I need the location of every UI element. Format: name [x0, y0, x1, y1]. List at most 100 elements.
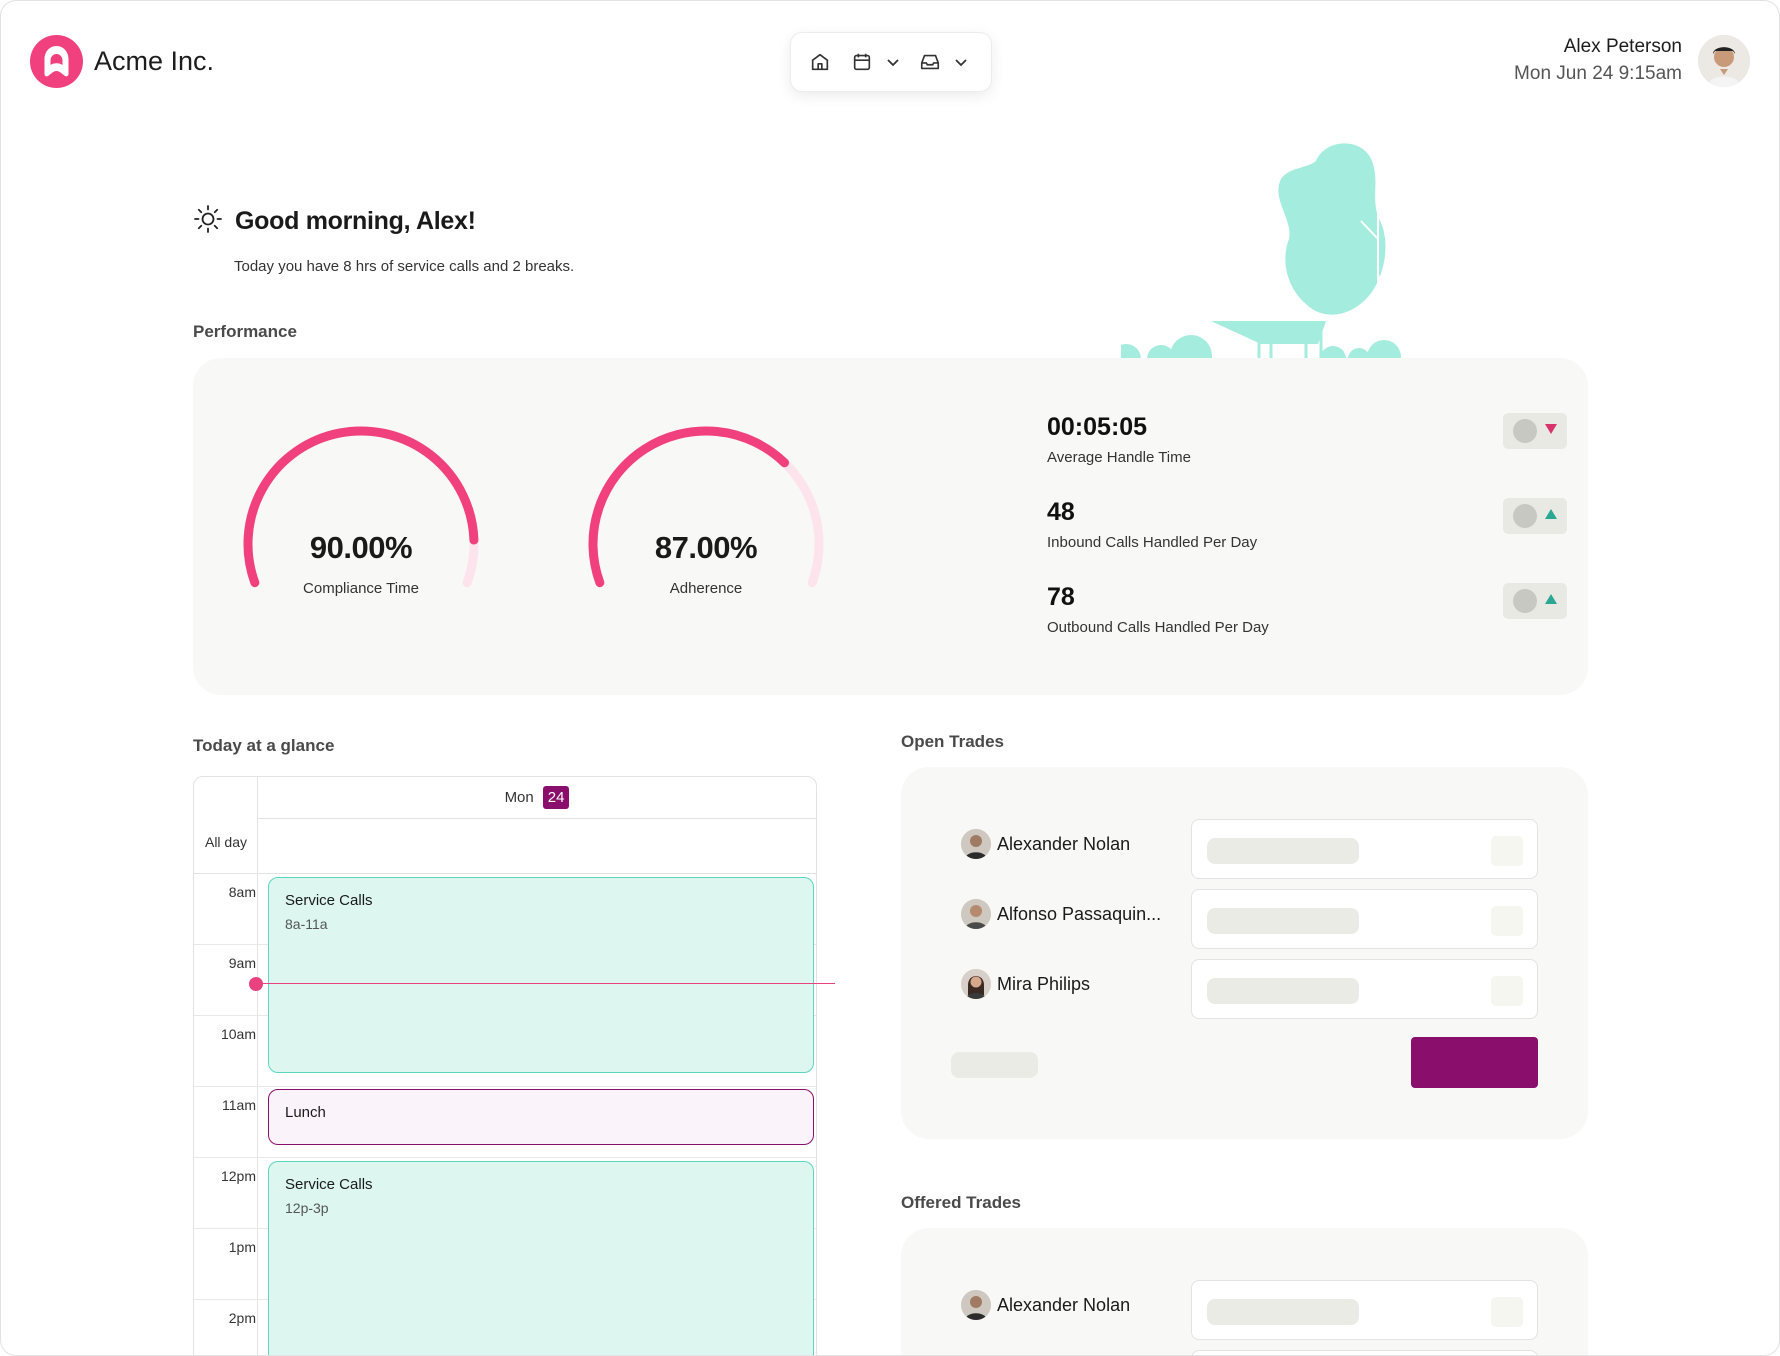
trade-action-chip[interactable]: [1491, 1297, 1523, 1327]
trend-down-icon: [1544, 422, 1558, 440]
avatar: [961, 899, 991, 929]
metric-value: 78: [1047, 583, 1075, 611]
compliance-gauge: 90.00% Compliance Time: [236, 426, 486, 616]
trade-row: Alexander Nolan: [961, 1280, 1538, 1340]
day-number-badge: 24: [542, 786, 570, 809]
primary-action-button[interactable]: [1411, 1037, 1538, 1088]
trend-dot: [1513, 504, 1537, 528]
trade-person-name: Alfonso Passaquin...: [997, 903, 1162, 924]
brand-name: Acme Inc.: [94, 46, 215, 76]
current-time-indicator: [249, 977, 263, 991]
event-title: Service Calls: [285, 1176, 373, 1193]
all-day-row[interactable]: All day: [194, 819, 816, 874]
home-icon[interactable]: [809, 48, 831, 76]
trade-person-name: Alexander Nolan: [997, 833, 1131, 854]
trend-toggle[interactable]: [1503, 413, 1567, 449]
gauge-progress: [243, 426, 479, 588]
calendar-event[interactable]: Lunch: [268, 1089, 814, 1145]
trade-person-name: Mira Philips: [997, 973, 1091, 994]
open-trades-card: Alexander Nolan Alfonso Passaquin... Mir…: [901, 767, 1588, 1139]
trade-action-chip[interactable]: [1491, 976, 1523, 1006]
garden-illustration: [1111, 139, 1461, 377]
chevron-down-icon[interactable]: [885, 48, 901, 76]
event-time: 8a-11a: [285, 916, 328, 932]
greeting: Good morning, Alex!: [193, 204, 476, 239]
hour-row[interactable]: 11am: [194, 1087, 816, 1158]
adherence-value: 87.00%: [654, 530, 758, 565]
event-title: Lunch: [285, 1104, 326, 1121]
day-calendar: Mon 24 All day 8am 9am 10am 11am 12pm 1p…: [193, 776, 817, 1355]
avatar: [961, 829, 991, 859]
metric-label: Inbound Calls Handled Per Day: [1047, 534, 1258, 551]
chevron-down-icon[interactable]: [953, 48, 969, 76]
trend-up-icon: [1544, 507, 1558, 525]
adherence-gauge: 87.00% Adherence: [581, 426, 831, 616]
brand-logo-icon: [30, 35, 83, 88]
offered-trades-title: Offered Trades: [901, 1193, 1021, 1212]
open-trades-title: Open Trades: [901, 732, 1004, 751]
current-datetime: Mon Jun 24 9:15am: [1514, 63, 1682, 84]
inbox-icon[interactable]: [919, 48, 941, 76]
user-name: Alex Peterson: [1563, 36, 1682, 57]
avatar: [961, 1290, 991, 1320]
hour-label: 12pm: [220, 1168, 256, 1184]
sun-icon: [193, 204, 223, 239]
trade-selector[interactable]: [1191, 889, 1538, 949]
metric-inbound-calls: 48 Inbound Calls Handled Per Day: [1047, 496, 1567, 551]
trend-toggle[interactable]: [1503, 583, 1567, 619]
metric-label: Average Handle Time: [1047, 449, 1191, 466]
avatar: [961, 969, 991, 999]
hour-row[interactable]: 10am: [194, 1016, 816, 1087]
trend-toggle[interactable]: [1503, 498, 1567, 534]
adherence-label: Adherence: [669, 580, 743, 597]
metric-value: 48: [1047, 498, 1075, 526]
avatar[interactable]: [1698, 35, 1750, 87]
hour-label: 8am: [228, 884, 256, 900]
metric-label: Outbound Calls Handled Per Day: [1047, 619, 1269, 636]
calendar-day-header[interactable]: Mon 24: [258, 777, 816, 819]
trade-selector[interactable]: [1191, 959, 1538, 1019]
hour-label: 2pm: [228, 1310, 256, 1326]
compliance-label: Compliance Time: [303, 580, 419, 597]
hour-label: 9am: [228, 955, 256, 971]
metric-value: 00:05:05: [1047, 413, 1148, 441]
trade-placeholder: [1207, 838, 1359, 864]
hour-label: 10am: [220, 1026, 256, 1042]
hour-row[interactable]: 2pm: [194, 1300, 816, 1355]
all-day-label: All day: [204, 834, 248, 850]
trade-placeholder: [1207, 978, 1359, 1004]
greeting-title: Good morning, Alex!: [235, 207, 476, 235]
event-title: Service Calls: [285, 892, 373, 909]
top-navigation: [790, 32, 992, 92]
trade-person-name: Alexander Nolan: [997, 1294, 1131, 1315]
offered-trades-card: Alexander Nolan: [901, 1228, 1588, 1355]
performance-title: Performance: [193, 322, 297, 341]
trade-row: [961, 1350, 1538, 1355]
trade-placeholder: [1207, 908, 1359, 934]
trade-placeholder: [1207, 1299, 1359, 1325]
trade-action-chip[interactable]: [1491, 906, 1523, 936]
brand[interactable]: Acme Inc.: [30, 35, 214, 88]
secondary-action-button[interactable]: [951, 1052, 1038, 1078]
user-profile[interactable]: Alex Peterson Mon Jun 24 9:15am: [1514, 34, 1750, 88]
trade-row: Alfonso Passaquin...: [961, 889, 1538, 949]
gauge-progress: [588, 426, 789, 588]
calendar-event[interactable]: Service Calls 12p-3p: [268, 1161, 814, 1355]
trend-dot: [1513, 419, 1537, 443]
calendar-icon[interactable]: [851, 48, 873, 76]
trade-selector[interactable]: [1191, 819, 1538, 879]
compliance-value: 90.00%: [309, 530, 413, 565]
trade-row: Mira Philips: [961, 959, 1538, 1019]
trade-selector[interactable]: [1191, 1350, 1538, 1355]
trade-action-chip[interactable]: [1491, 836, 1523, 866]
trend-dot: [1513, 589, 1537, 613]
hour-label: 11am: [222, 1097, 256, 1113]
performance-card: 90.00% Compliance Time 87.00% Adherence …: [193, 358, 1588, 695]
calendar-event[interactable]: Service Calls 8a-11a: [268, 877, 814, 1073]
trade-row: Alexander Nolan: [961, 819, 1538, 879]
trade-selector[interactable]: [1191, 1280, 1538, 1340]
time-gutter: [194, 777, 258, 1355]
metric-outbound-calls: 78 Outbound Calls Handled Per Day: [1047, 581, 1567, 636]
hour-label: 1pm: [228, 1239, 256, 1255]
